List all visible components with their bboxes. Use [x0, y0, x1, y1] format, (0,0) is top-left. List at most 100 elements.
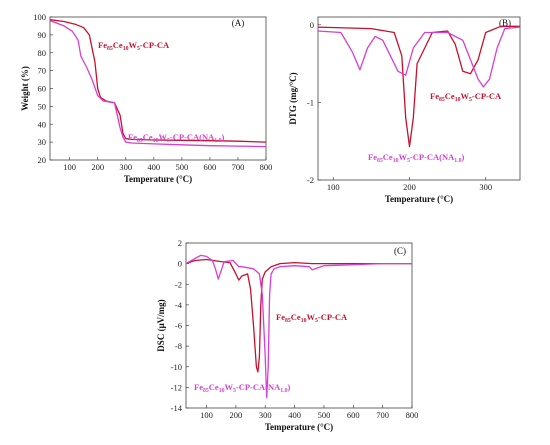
x-tick-label: 200	[403, 182, 416, 192]
x-tick-label: 300	[119, 162, 132, 172]
y-tick-label: -2	[175, 279, 182, 289]
x-tick-label: 800	[406, 410, 419, 420]
series-annotation-red: Fe85Ce10W5-CP-CA	[276, 312, 348, 324]
annotation-s1: 85	[377, 158, 383, 164]
x-tick-label: 700	[232, 162, 245, 172]
annotation-label_pre: Fe	[368, 152, 377, 162]
annotation-mid2: W	[306, 312, 315, 322]
annotation-label_pre: Fe	[194, 382, 203, 392]
annotation-tail: )	[288, 382, 291, 392]
y-tick-label: 0	[310, 20, 314, 30]
series-line-magenta	[185, 254, 412, 399]
annotation-s2: 10	[219, 388, 225, 394]
annotation-s3: 5	[233, 388, 236, 394]
series-annotation-magenta: Fe85Ce10W5-CP-CA(NA1.0)	[194, 382, 291, 394]
annotation-s3: 5	[137, 46, 140, 52]
annotation-mid1: Ce	[383, 152, 393, 162]
series-annotation-magenta: Fe85Ce10W5-CP-CA(NA1.0)	[368, 152, 465, 164]
series-line-red	[185, 258, 412, 373]
annotation-label_pre: Fe	[128, 132, 137, 142]
annotation-mid2: W	[398, 152, 407, 162]
annotation-s1: 85	[285, 318, 291, 324]
panel-a: 100 200 300 400 500 600 700 800 20 30 40 50 60 70 80 90…	[20, 12, 272, 184]
y-tick-label: -6	[175, 321, 182, 331]
annotation-s2: 10	[153, 138, 159, 144]
annotation-s2: 10	[393, 158, 399, 164]
y-tick-label: 40	[38, 119, 47, 129]
annotation-mid1: Ce	[445, 91, 455, 101]
annotation-s1: 85	[439, 97, 445, 103]
series-annotation-magenta: Fe85Ce10W5-CP-CA(NA1.0)	[128, 132, 225, 144]
annotation-mid1: Ce	[113, 40, 123, 50]
y-axis-label: DSC (μV/mg)	[156, 299, 166, 351]
y-tick-label: -2	[307, 175, 314, 185]
annotation-s3: 5	[407, 158, 410, 164]
y-tick-label: 80	[38, 48, 47, 58]
y-tick-label: 70	[38, 66, 47, 76]
series-line-magenta	[317, 26, 521, 88]
annotation-s3: 5	[469, 97, 472, 103]
x-tick-label: 100	[200, 410, 213, 420]
annotation-s1: 85	[203, 388, 209, 394]
x-tick-label: 800	[260, 162, 273, 172]
annotation-s3: 5	[315, 318, 318, 324]
x-tick-label: 300	[479, 182, 492, 192]
annotation-label_post: -CP-CA(NA	[170, 132, 215, 142]
annotation-s1: 85	[137, 138, 143, 144]
y-tick-label: -12	[171, 382, 182, 392]
y-axis-label: Weight (%)	[20, 66, 30, 111]
x-axis-label: Temperature (°C)	[124, 174, 192, 184]
x-tick-label: 400	[147, 162, 160, 172]
panel-b: 100 200 300 -2 -1 0 Temperature (°C) DTG (mg/°C…	[288, 16, 521, 204]
annotation-tail: )	[222, 132, 225, 142]
x-tick-label: 200	[230, 410, 243, 420]
y-axis-label: DTG (mg/°C)	[288, 72, 298, 124]
y-tick-label: 20	[38, 155, 47, 165]
annotation-s2: 10	[455, 97, 461, 103]
panel-c: 100 200 300 400 500 600 700 800-14-12-10-8-6-4-…	[156, 238, 418, 432]
annotation-label_post: -CP-CA	[472, 91, 502, 101]
annotation-s1: 85	[107, 46, 113, 52]
y-tick-label: 30	[38, 137, 47, 147]
annotation-label_post: -CP-CA	[140, 40, 170, 50]
annotation-mid1: Ce	[209, 382, 219, 392]
series-annotation-red: Fe85Ce10W5-CP-CA	[98, 40, 170, 52]
x-tick-label: 500	[175, 162, 188, 172]
y-tick-label: 2	[178, 238, 182, 248]
annotation-mid1: Ce	[143, 132, 153, 142]
y-tick-label: -8	[175, 341, 182, 351]
x-tick-label: 400	[288, 410, 301, 420]
plot-frame	[185, 242, 413, 409]
annotation-tail: )	[462, 152, 465, 162]
annotation-mid2: W	[128, 40, 137, 50]
annotation-label_post: -CP-CA(NA	[410, 152, 455, 162]
y-tick-label: -1	[307, 97, 314, 107]
annotation-label_pre: Fe	[430, 91, 439, 101]
x-axis-label: Temperature (°C)	[265, 422, 333, 432]
panel-label: (B)	[499, 18, 511, 28]
plot-frame	[317, 16, 521, 181]
panel-label: (A)	[232, 18, 245, 28]
annotation-mid2: W	[224, 382, 233, 392]
y-tick-label: 60	[38, 84, 47, 94]
y-tick-label: -14	[171, 403, 183, 413]
x-tick-label: 200	[91, 162, 104, 172]
annotation-label_pre: Fe	[276, 312, 285, 322]
y-tick-label: 100	[33, 12, 46, 22]
annotation-s2: 10	[301, 318, 307, 324]
y-tick-label: -10	[171, 362, 182, 372]
series-line-magenta	[49, 19, 267, 148]
x-tick-label: 600	[347, 410, 360, 420]
annotation-mid2: W	[158, 132, 167, 142]
x-tick-label: 600	[204, 162, 217, 172]
x-tick-label: 100	[327, 182, 340, 192]
annotation-mid1: Ce	[291, 312, 301, 322]
annotation-s4: 1.0	[280, 388, 287, 394]
x-tick-label: 300	[259, 410, 272, 420]
series-line-red	[49, 19, 267, 143]
annotation-mid2: W	[460, 91, 469, 101]
annotation-s4: 1.0	[214, 138, 221, 144]
annotation-s4: 1.0	[454, 158, 461, 164]
x-tick-label: 700	[376, 410, 389, 420]
